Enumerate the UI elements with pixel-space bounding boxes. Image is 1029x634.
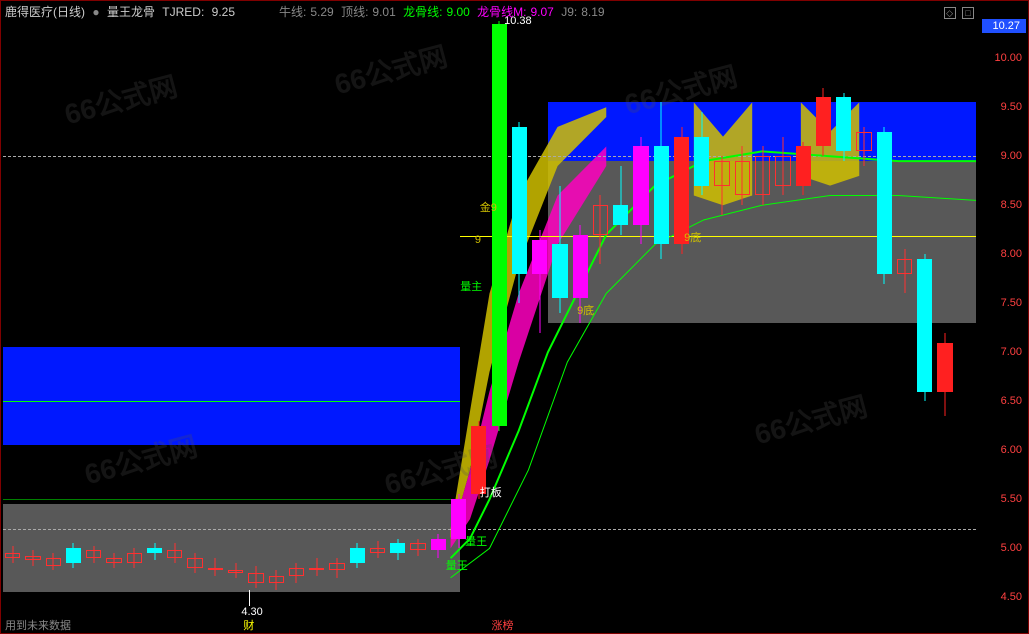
top-icons: ◇ □ bbox=[942, 3, 974, 21]
tjred-label: TJRED: bbox=[162, 5, 204, 19]
y-axis: 4.505.005.506.006.507.007.508.008.509.00… bbox=[978, 19, 1026, 615]
longgu-label: 龙骨线: bbox=[403, 5, 442, 19]
chart-header: 鹿得医疗(日线) ● 量王龙骨 TJRED: 9.25 牛线: 5.29 顶线: 9… bbox=[5, 3, 609, 20]
j9-label: J9: bbox=[561, 5, 577, 19]
zhang-label: 涨榜 bbox=[492, 617, 514, 633]
ding-value: 9.01 bbox=[372, 5, 395, 19]
longguM-label: 龙骨线M: bbox=[477, 5, 526, 19]
diamond-icon[interactable]: ◇ bbox=[944, 7, 956, 19]
tjred-value: 9.25 bbox=[212, 5, 235, 19]
stock-name: 鹿得医疗(日线) bbox=[5, 5, 85, 19]
indicator-name: 量王龙骨 bbox=[107, 5, 155, 19]
plot-area[interactable]: 66公式网66公式网66公式网66公式网66公式网66公式网10.38金99量主… bbox=[3, 19, 976, 615]
future-data-label: 用到未来数据 bbox=[5, 617, 71, 633]
longguM-value: 9.07 bbox=[531, 5, 554, 19]
j9-value: 8.19 bbox=[581, 5, 604, 19]
niu-label: 牛线: bbox=[279, 5, 306, 19]
ding-label: 顶线: bbox=[341, 5, 368, 19]
niu-value: 5.29 bbox=[310, 5, 333, 19]
longgu-value: 9.00 bbox=[446, 5, 469, 19]
bottom-bar: 用到未来数据 财 涨榜 bbox=[5, 617, 974, 631]
check-icon: ● bbox=[92, 5, 99, 19]
chart-container: 鹿得医疗(日线) ● 量王龙骨 TJRED: 9.25 牛线: 5.29 顶线: 9… bbox=[0, 0, 1029, 634]
cai-label: 财 bbox=[243, 617, 254, 633]
square-icon[interactable]: □ bbox=[962, 7, 974, 19]
